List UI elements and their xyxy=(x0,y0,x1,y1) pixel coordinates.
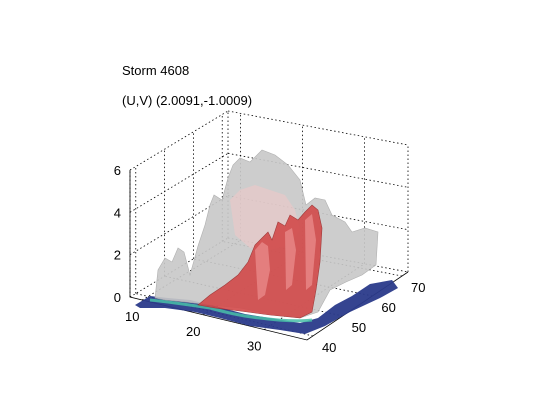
grid-line-z-right-1 xyxy=(227,195,409,231)
y-tick-label-3: 70 xyxy=(411,280,425,295)
surface-base xyxy=(135,280,398,334)
z-tick-label-0: 0 xyxy=(114,290,121,305)
grid-line-z-right-3 xyxy=(227,110,409,146)
storm-surface xyxy=(135,149,398,334)
y-tick-label-2: 60 xyxy=(381,300,395,315)
grid-line-z-right-0 xyxy=(227,237,409,273)
y-tick-label-1: 50 xyxy=(352,320,366,335)
y-tick-label-0: 40 xyxy=(322,340,336,355)
surface-inner-highlight xyxy=(255,214,316,300)
axis-ticks: 0 2 4 6 10 20 30 40 50 60 70 xyxy=(114,163,426,355)
chart-title: Storm 4608 xyxy=(122,63,190,78)
z-tick-label-3: 6 xyxy=(114,163,121,178)
x-tick-label-0: 10 xyxy=(125,309,139,324)
grid-line-z-left-3 xyxy=(129,110,229,171)
surface-base-edge xyxy=(149,298,313,323)
grid-line-z-left-2 xyxy=(129,152,229,213)
z-tick-label-1: 2 xyxy=(114,248,121,263)
x-tick-label-1: 20 xyxy=(186,324,200,339)
grid-line-z-right-2 xyxy=(227,152,409,188)
chart-subtitle: (U,V) (2.0091,-1.0009) xyxy=(122,93,253,108)
z-tick-label-2: 4 xyxy=(114,205,121,220)
grid-line-z-left-1 xyxy=(129,195,229,256)
x-tick-label-2: 30 xyxy=(247,339,261,354)
